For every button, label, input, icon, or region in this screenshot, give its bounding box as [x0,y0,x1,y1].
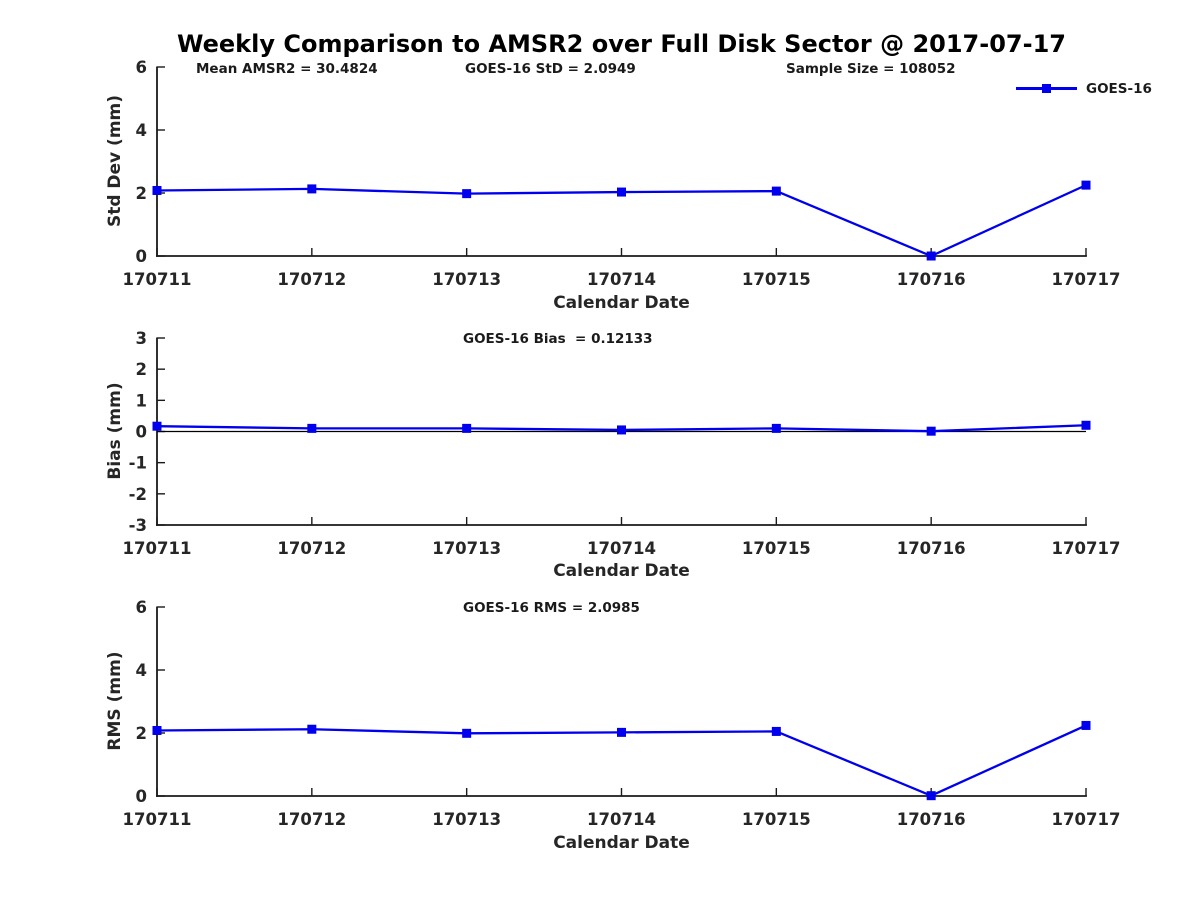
y-tick-label: 1 [136,391,147,410]
x-tick-label: 170716 [897,810,966,829]
x-tick-label: 170712 [277,810,346,829]
x-tick-label: 170713 [432,270,501,289]
xlabel-std-dev: Calendar Date [553,293,690,313]
data-marker [926,426,936,436]
annotation-goes16-rms: GOES-16 RMS = 2.0985 [463,600,640,616]
y-tick-label: 2 [136,184,147,203]
subplot-rms: 0 2 4 6 170711 170712 170713 170714 170715 170716… [123,598,1121,829]
annotation-goes16-std: GOES-16 StD = 2.0949 [465,61,636,77]
y-tick-label: 6 [136,58,147,77]
x-tick-label: 170712 [277,270,346,289]
x-tick-label: 170716 [897,539,966,558]
data-marker [152,421,162,431]
legend: GOES-16 [1016,80,1186,98]
y-tick-label: -2 [129,485,147,504]
legend-label: GOES-16 [1086,81,1152,97]
x-tick-label: 170713 [432,539,501,558]
data-marker [926,791,936,801]
data-marker [307,184,317,194]
y-tick-label: 3 [136,329,147,348]
y-tick-label: 2 [136,360,147,379]
y-tick-label: -3 [129,516,147,535]
x-tick-label: 170715 [742,810,811,829]
x-tick-label: 170713 [432,810,501,829]
x-tick-label: 170714 [587,810,656,829]
x-tick-label: 170711 [123,539,192,558]
data-marker [1081,720,1091,730]
data-marker [1081,180,1091,190]
y-tick-label: 0 [136,247,147,266]
y-tick-label: 4 [136,121,147,140]
x-tick-label: 170714 [587,270,656,289]
annotation-goes16-bias: GOES-16 Bias = 0.12133 [463,331,653,347]
data-marker [152,185,162,195]
y-tick-label: -1 [129,454,147,473]
data-marker [462,189,472,199]
data-marker [617,187,626,197]
data-marker [307,724,317,734]
data-marker [771,726,781,736]
x-tick-label: 170715 [742,539,811,558]
data-marker [307,423,317,433]
y-tick-label: 4 [136,661,147,680]
xlabel-rms: Calendar Date [553,833,690,853]
subplot-std-dev: 0 2 4 6 170711 170712 170713 170714 170715 170716… [123,58,1121,289]
x-tick-label: 170717 [1052,810,1121,829]
y-tick-label: 6 [136,598,147,617]
data-marker [462,423,472,433]
annotation-sample-size: Sample Size = 108052 [786,61,956,77]
subplot-bias: 3 2 1 0 -1 -2 -3 170711 170712 170713 170714 170715… [123,329,1121,558]
data-marker [771,423,781,433]
x-tick-label: 170717 [1052,539,1121,558]
x-tick-label: 170716 [897,270,966,289]
data-marker [462,728,472,738]
data-marker [926,251,936,261]
x-tick-label: 170712 [277,539,346,558]
annotation-mean-amsr2: Mean AMSR2 = 30.4824 [196,61,378,77]
x-tick-label: 170711 [123,270,192,289]
data-marker [152,725,162,735]
data-marker [771,186,781,196]
x-tick-label: 170717 [1052,270,1121,289]
y-tick-label: 0 [136,423,147,442]
data-marker [1081,420,1091,430]
figure-title: Weekly Comparison to AMSR2 over Full Dis… [177,30,1066,58]
data-marker [617,727,626,737]
legend-marker-icon [1042,83,1051,93]
x-tick-label: 170714 [587,539,656,558]
x-tick-label: 170715 [742,270,811,289]
x-tick-label: 170711 [123,810,192,829]
y-tick-label: 2 [136,724,147,743]
xlabel-bias: Calendar Date [553,561,690,581]
y-tick-label: 0 [136,787,147,806]
data-marker [617,425,626,435]
